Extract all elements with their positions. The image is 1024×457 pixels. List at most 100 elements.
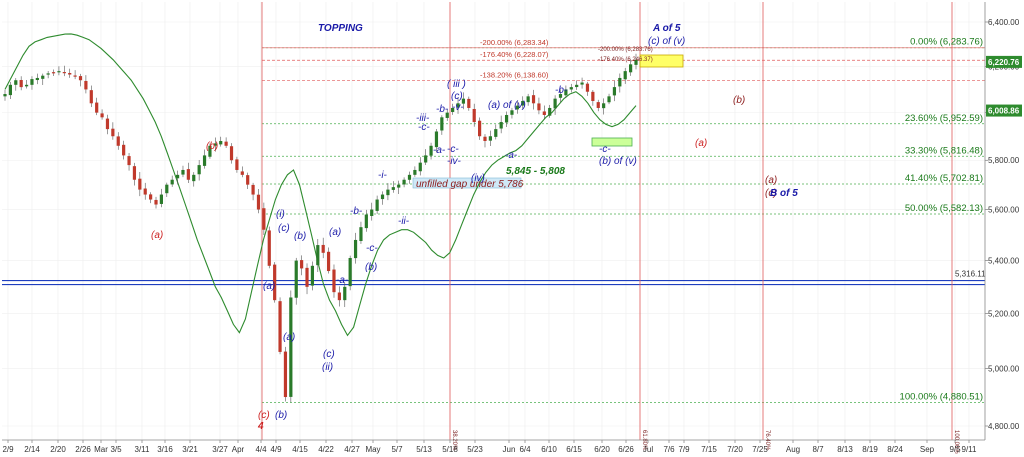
date-tick-label: 3/27 (212, 445, 228, 454)
candle-body (229, 146, 234, 161)
candle-body (472, 108, 476, 123)
candle-body (397, 184, 401, 188)
candle-body (8, 84, 12, 96)
green-line-series (4, 33, 637, 337)
gridlines (2, 2, 985, 440)
date-tick-label: 3/11 (135, 445, 151, 454)
candle-body (585, 83, 590, 92)
date-tick-label: 4/15 (292, 445, 308, 454)
green-line (4, 33, 637, 337)
wave-label: (c) (451, 91, 463, 102)
support-line-label: 5,316.11 (955, 270, 986, 279)
candle-body (273, 264, 277, 301)
candle-body (434, 131, 439, 148)
wave-label: -b- (350, 206, 363, 217)
candle-body (235, 159, 239, 170)
date-tick-label: 6/20 (594, 445, 610, 454)
date-tick-label: 5/23 (467, 445, 483, 454)
candle-body (461, 98, 466, 104)
date-tick-label: 8/13 (837, 445, 853, 454)
candle-body (618, 77, 622, 87)
candle-body (51, 72, 56, 74)
wave-label: -c- (366, 243, 378, 254)
price-candles (3, 53, 638, 403)
fib-level-label: 100.00% (4,880.51) (900, 392, 983, 403)
candle-body (246, 175, 250, 185)
candle-body (477, 120, 482, 137)
candle-body (278, 301, 282, 352)
candle-body (483, 136, 487, 142)
price-tag-label: 6,008.86 (988, 107, 1020, 116)
date-tick-label: 3/16 (157, 445, 173, 454)
candle-body (159, 194, 164, 204)
candle-body (359, 227, 363, 242)
candle-body (402, 179, 406, 185)
wave-label: (a) (283, 332, 295, 343)
candle-body (526, 96, 530, 103)
candle-body (100, 113, 104, 118)
wave-label: (a) (765, 175, 777, 186)
price-tag-box (986, 55, 1022, 68)
date-tick-label: Apr (232, 445, 245, 454)
candle-body (375, 199, 379, 211)
candle-body (386, 189, 390, 196)
candle-body (634, 59, 638, 65)
gap-label: unfilled gap under 5,786 (416, 179, 524, 190)
wave-label: (c) (278, 223, 290, 234)
wave-label: A of 5 (652, 23, 681, 34)
wave-label: (a) (695, 138, 707, 149)
candle-body (251, 184, 255, 195)
wave-label: -iii- (416, 113, 430, 124)
date-tick-label: 3/21 (182, 445, 198, 454)
candle-body (289, 297, 293, 397)
vertical-marker-label: 76.40% (764, 430, 770, 451)
wave-label: (b) of (v) (599, 156, 637, 167)
date-tick-label: 8/19 (862, 445, 878, 454)
candle-body (267, 230, 271, 266)
wave-label: (b) (206, 141, 218, 152)
candle-body (105, 118, 110, 130)
date-tick-label: 5/18 (442, 445, 458, 454)
chart-title: TOPPING (318, 23, 363, 34)
wave-label: (c) of (v) (648, 36, 685, 47)
candle-body (623, 71, 627, 80)
candle-body (424, 155, 428, 163)
date-tick-label: 2/26 (75, 445, 91, 454)
price-tick-label: 4,800.00 (988, 422, 1020, 431)
candle-body (429, 145, 433, 156)
date-tick-label: 6/10 (541, 445, 557, 454)
candle-body (170, 179, 174, 185)
candle-body (213, 143, 217, 146)
candle-body (256, 194, 261, 210)
wave-label: -iv- (447, 156, 462, 167)
date-tick-label: Sep (920, 445, 935, 454)
candle-body (418, 162, 422, 172)
wave-label: B of 5 (770, 188, 798, 199)
candle-body (84, 80, 88, 90)
candle-body (445, 112, 449, 118)
fib-level-label: 33.30% (5,816.48) (905, 145, 983, 156)
candle-body (46, 73, 50, 75)
wave-label: (ii) (322, 362, 333, 373)
fib-level-label: 50.00% (5,582.13) (905, 203, 983, 214)
candle-body (116, 136, 120, 146)
wave-label: (a) of (v) (488, 100, 526, 111)
candle-body (143, 188, 147, 195)
candle-body (531, 95, 536, 104)
candle-body (57, 71, 61, 73)
candle-body (62, 72, 66, 74)
date-tick-label: 6/26 (618, 445, 634, 454)
date-tick-label: Mar (94, 445, 108, 454)
date-tick-label: 2/20 (50, 445, 66, 454)
date-tick-label: 7/15 (701, 445, 717, 454)
candle-body (326, 251, 331, 272)
candle-body (224, 141, 228, 146)
candle-body (14, 80, 18, 85)
candle-body (132, 166, 137, 180)
candle-body (111, 128, 115, 137)
date-tick-label: Jun (503, 445, 516, 454)
candle-body (364, 214, 368, 229)
date-tick-label: 8/7 (812, 445, 824, 454)
candle-body (564, 89, 568, 96)
